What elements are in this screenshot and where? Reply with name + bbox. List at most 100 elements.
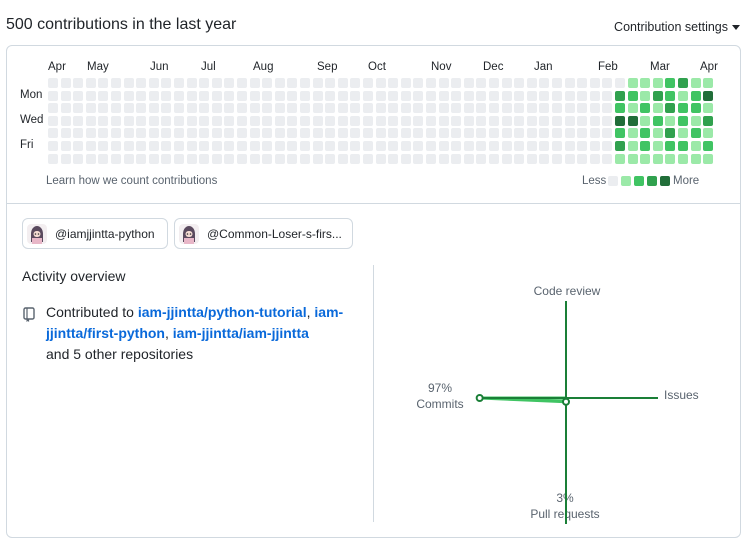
contribution-day[interactable] xyxy=(300,103,310,114)
contribution-day[interactable] xyxy=(665,90,676,101)
contribution-day[interactable] xyxy=(161,78,172,88)
contribution-day[interactable] xyxy=(123,115,134,126)
contribution-day[interactable] xyxy=(48,141,58,151)
contribution-day[interactable] xyxy=(211,103,222,114)
contribution-day[interactable] xyxy=(363,141,373,151)
contribution-day[interactable] xyxy=(627,153,638,164)
contribution-day[interactable] xyxy=(224,90,235,101)
contribution-day[interactable] xyxy=(463,115,474,126)
contribution-day[interactable] xyxy=(438,115,449,126)
contribution-day[interactable] xyxy=(627,78,638,88)
contribution-day[interactable] xyxy=(678,90,688,101)
learn-contributions-link[interactable]: Learn how we count contributions xyxy=(46,175,218,187)
contribution-day[interactable] xyxy=(413,90,424,101)
contribution-day[interactable] xyxy=(60,141,71,151)
contribution-day[interactable] xyxy=(224,115,235,126)
contribution-day[interactable] xyxy=(249,115,260,126)
contribution-day[interactable] xyxy=(589,115,600,126)
contribution-day[interactable] xyxy=(85,153,96,164)
contribution-day[interactable] xyxy=(123,153,134,164)
contribution-day[interactable] xyxy=(539,103,550,114)
contribution-day[interactable] xyxy=(539,141,550,151)
contribution-day[interactable] xyxy=(690,78,701,88)
contribution-day[interactable] xyxy=(186,153,197,164)
contribution-day[interactable] xyxy=(451,103,462,114)
contribution-day[interactable] xyxy=(350,153,361,164)
contribution-day[interactable] xyxy=(426,78,436,88)
contribution-day[interactable] xyxy=(325,128,336,139)
contribution-day[interactable] xyxy=(300,153,310,164)
contribution-day[interactable] xyxy=(678,141,688,151)
contribution-day[interactable] xyxy=(148,115,159,126)
contribution-day[interactable] xyxy=(438,103,449,114)
contribution-day[interactable] xyxy=(174,103,184,114)
contribution-day[interactable] xyxy=(489,141,499,151)
contribution-day[interactable] xyxy=(148,90,159,101)
contribution-day[interactable] xyxy=(514,103,525,114)
contribution-day[interactable] xyxy=(564,78,575,88)
contribution-day[interactable] xyxy=(426,153,436,164)
contribution-day[interactable] xyxy=(174,128,184,139)
contribution-day[interactable] xyxy=(161,153,172,164)
contribution-day[interactable] xyxy=(690,128,701,139)
contribution-day[interactable] xyxy=(337,115,348,126)
contribution-day[interactable] xyxy=(85,78,96,88)
contribution-day[interactable] xyxy=(161,141,172,151)
contribution-day[interactable] xyxy=(375,78,386,88)
contribution-day[interactable] xyxy=(199,90,210,101)
contribution-day[interactable] xyxy=(85,103,96,114)
contribution-day[interactable] xyxy=(237,128,247,139)
contribution-day[interactable] xyxy=(640,141,651,151)
contribution-day[interactable] xyxy=(224,141,235,151)
contribution-day[interactable] xyxy=(174,115,184,126)
contribution-day[interactable] xyxy=(274,103,285,114)
contribution-day[interactable] xyxy=(413,153,424,164)
contribution-day[interactable] xyxy=(262,115,273,126)
contribution-day[interactable] xyxy=(400,103,411,114)
contribution-day[interactable] xyxy=(602,103,613,114)
contribution-day[interactable] xyxy=(690,103,701,114)
contribution-day[interactable] xyxy=(111,153,121,164)
contribution-day[interactable] xyxy=(237,153,247,164)
contribution-day[interactable] xyxy=(703,103,714,114)
contribution-day[interactable] xyxy=(224,153,235,164)
contribution-day[interactable] xyxy=(48,78,58,88)
contribution-day[interactable] xyxy=(526,103,537,114)
contribution-day[interactable] xyxy=(111,141,121,151)
contribution-day[interactable] xyxy=(350,128,361,139)
contribution-day[interactable] xyxy=(577,115,588,126)
contribution-day[interactable] xyxy=(526,78,537,88)
contribution-day[interactable] xyxy=(60,128,71,139)
contribution-day[interactable] xyxy=(136,115,147,126)
contribution-day[interactable] xyxy=(514,128,525,139)
contribution-day[interactable] xyxy=(136,141,147,151)
contribution-day[interactable] xyxy=(426,115,436,126)
contribution-day[interactable] xyxy=(312,90,323,101)
contribution-day[interactable] xyxy=(665,115,676,126)
contribution-day[interactable] xyxy=(615,90,625,101)
contribution-day[interactable] xyxy=(539,128,550,139)
contribution-day[interactable] xyxy=(224,128,235,139)
contribution-day[interactable] xyxy=(526,90,537,101)
contribution-day[interactable] xyxy=(589,78,600,88)
contribution-day[interactable] xyxy=(552,128,562,139)
contribution-day[interactable] xyxy=(564,103,575,114)
contribution-day[interactable] xyxy=(148,103,159,114)
contribution-day[interactable] xyxy=(640,128,651,139)
contribution-day[interactable] xyxy=(703,141,714,151)
contribution-day[interactable] xyxy=(111,90,121,101)
contribution-day[interactable] xyxy=(98,90,109,101)
contribution-day[interactable] xyxy=(98,78,109,88)
contribution-day[interactable] xyxy=(400,141,411,151)
contribution-day[interactable] xyxy=(224,103,235,114)
contribution-day[interactable] xyxy=(640,90,651,101)
contribution-day[interactable] xyxy=(690,153,701,164)
contribution-day[interactable] xyxy=(186,90,197,101)
contribution-day[interactable] xyxy=(375,153,386,164)
contribution-day[interactable] xyxy=(85,128,96,139)
contribution-day[interactable] xyxy=(136,128,147,139)
contribution-day[interactable] xyxy=(552,103,562,114)
contribution-day[interactable] xyxy=(615,128,625,139)
contribution-day[interactable] xyxy=(577,78,588,88)
contribution-day[interactable] xyxy=(211,115,222,126)
